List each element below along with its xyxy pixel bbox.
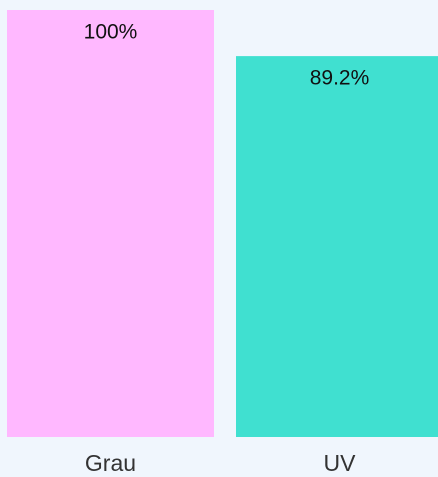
bar <box>236 56 438 438</box>
bar <box>7 10 214 437</box>
data-label: 100% <box>84 21 138 44</box>
x-tick-label: Grau <box>85 450 136 476</box>
x-tick-label: UV <box>324 450 357 476</box>
data-label: 89.2% <box>310 67 370 90</box>
